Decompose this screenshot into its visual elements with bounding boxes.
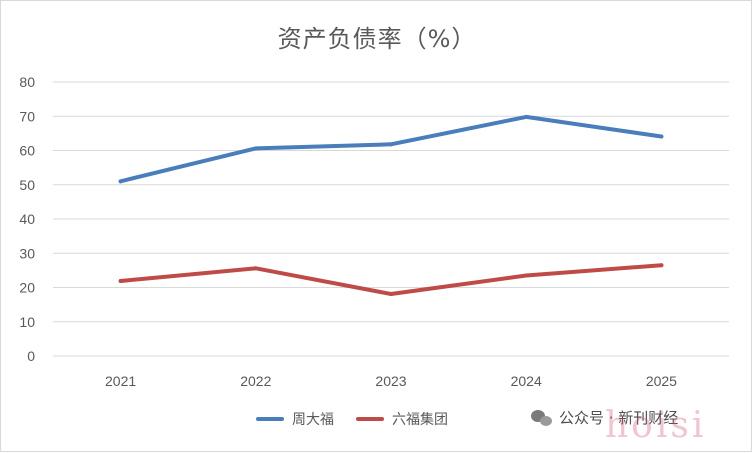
data-point	[118, 179, 123, 184]
x-tick-label: 2025	[646, 373, 677, 389]
series-lines	[118, 114, 664, 297]
gridlines	[53, 81, 729, 357]
watermark: 公众号 · 新刊财经	[531, 407, 678, 428]
y-tick-label: 50	[19, 177, 35, 193]
data-point	[524, 114, 529, 119]
x-tick-label: 2024	[511, 373, 542, 389]
watermark-text: 公众号 · 新刊财经	[559, 409, 679, 427]
y-tick-label: 20	[19, 280, 35, 296]
data-point	[659, 134, 664, 139]
x-tick-label: 2022	[240, 373, 271, 389]
y-tick-label: 10	[19, 314, 35, 330]
y-tick-label: 80	[19, 74, 35, 90]
chart-title: 资产负债率（%）	[277, 25, 477, 53]
legend-label-chow-tai-fook: 周大福	[292, 412, 334, 428]
y-tick-label: 30	[19, 245, 35, 261]
legend-label-lukfook: 六福集团	[392, 412, 448, 428]
x-tick-label: 2023	[375, 373, 406, 389]
y-axis-ticks: 0 10 20 30 40 50 60 70 80	[19, 74, 35, 364]
wechat-icon	[531, 409, 553, 427]
y-tick-label: 0	[27, 348, 35, 364]
data-point	[389, 292, 393, 297]
legend-swatch-lukfook	[356, 417, 384, 421]
data-point	[253, 146, 258, 151]
data-point	[118, 278, 123, 283]
y-tick-label: 60	[19, 143, 35, 159]
x-tick-label: 2021	[105, 373, 136, 389]
data-point	[524, 273, 529, 278]
legend-item-chow-tai-fook: 周大福	[256, 409, 334, 429]
legend-item-lukfook: 六福集团	[356, 409, 448, 429]
series-line-0	[118, 114, 664, 184]
series-line-1	[118, 263, 664, 296]
y-tick-label: 40	[19, 211, 35, 227]
legend: 周大福 六福集团	[256, 409, 448, 429]
data-point	[389, 142, 393, 147]
y-tick-label: 70	[19, 108, 35, 124]
x-axis-ticks: 2021 2022 2023 2024 2025	[105, 373, 677, 389]
data-point	[659, 263, 664, 268]
legend-swatch-chow-tai-fook	[256, 417, 284, 421]
data-point	[253, 266, 258, 271]
